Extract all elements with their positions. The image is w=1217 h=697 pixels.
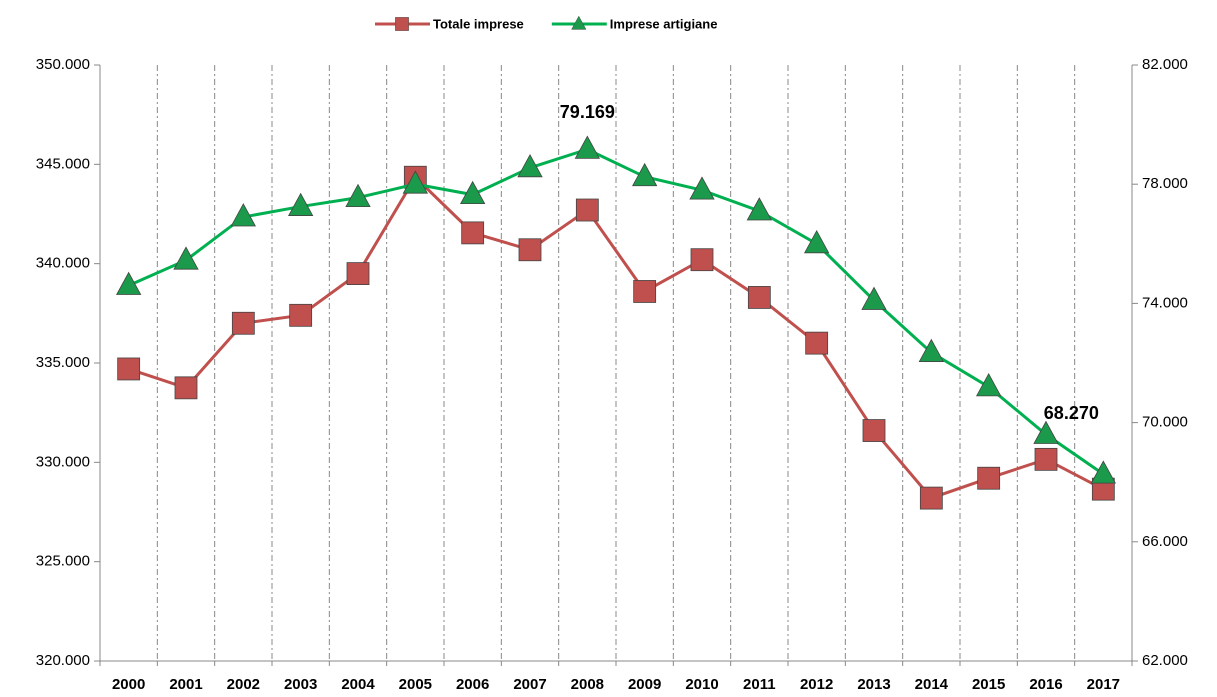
data-point	[918, 338, 945, 362]
y2-tick-label: 78.000	[1142, 175, 1188, 192]
data-point	[231, 311, 255, 335]
x-tick-label: 2008	[571, 676, 604, 693]
data-point	[517, 153, 543, 178]
data-point	[747, 286, 771, 309]
data-point	[633, 280, 657, 303]
data-point	[117, 357, 141, 381]
y-tick-label: 345.000	[36, 155, 90, 172]
y2-tick-label: 70.000	[1142, 414, 1188, 431]
x-tick-label: 2004	[341, 676, 375, 693]
y2-tick-label: 82.000	[1142, 56, 1188, 73]
data-point	[289, 303, 313, 327]
y-tick-label: 325.000	[36, 553, 90, 570]
x-tick-label: 2002	[227, 676, 260, 693]
data-point	[173, 246, 199, 270]
data-point	[803, 229, 830, 254]
legend-marker	[571, 15, 587, 30]
legend-label: Totale imprese	[433, 16, 524, 31]
data-point	[575, 198, 599, 222]
data-point	[345, 183, 371, 208]
data-point	[574, 135, 601, 159]
x-tick-label: 2010	[685, 676, 718, 693]
data-point	[287, 192, 314, 216]
y-tick-label: 330.000	[36, 453, 90, 470]
data-point	[461, 221, 485, 245]
data-point	[402, 170, 429, 194]
data-point	[631, 162, 658, 187]
y2-tick-label: 62.000	[1142, 652, 1188, 669]
x-tick-label: 2014	[915, 676, 949, 693]
data-point	[690, 248, 714, 272]
data-point	[518, 238, 542, 262]
y-tick-label: 350.000	[36, 56, 90, 73]
x-tick-label: 2013	[857, 676, 890, 693]
data-label: 68.270	[1044, 403, 1099, 423]
data-point	[1033, 420, 1059, 444]
y-tick-label: 320.000	[36, 652, 90, 669]
y-tick-label: 335.000	[36, 354, 90, 371]
legend-label: Imprese artigiane	[610, 16, 718, 31]
data-point	[805, 331, 829, 355]
y2-tick-label: 66.000	[1142, 533, 1188, 550]
data-point	[689, 176, 715, 200]
x-tick-label: 2017	[1087, 676, 1120, 693]
data-point	[862, 419, 886, 442]
data-point	[977, 466, 1001, 490]
x-tick-label: 2011	[743, 676, 776, 693]
x-tick-label: 2006	[456, 676, 489, 693]
x-tick-label: 2005	[399, 676, 432, 693]
data-point	[230, 203, 257, 227]
data-label: 79.169	[560, 102, 615, 122]
data-point	[459, 180, 486, 205]
x-tick-label: 2001	[169, 676, 202, 693]
y2-tick-label: 74.000	[1142, 294, 1188, 311]
data-point	[174, 376, 198, 400]
x-tick-label: 2015	[972, 676, 1005, 693]
data-point	[1034, 447, 1058, 471]
x-tick-label: 2016	[1029, 676, 1062, 693]
data-point	[861, 286, 887, 310]
legend-marker	[395, 17, 409, 31]
series-line	[128, 174, 1105, 500]
y-tick-label: 340.000	[36, 255, 90, 272]
data-point	[346, 262, 370, 286]
x-tick-label: 2000	[112, 676, 145, 693]
x-tick-label: 2012	[800, 676, 833, 693]
data-point	[746, 197, 773, 221]
x-tick-label: 2003	[284, 676, 317, 693]
data-point	[975, 373, 1002, 397]
x-tick-label: 2007	[513, 676, 546, 693]
x-tick-label: 2009	[628, 676, 661, 693]
data-point	[115, 271, 142, 295]
data-point	[1090, 460, 1117, 484]
data-point	[919, 486, 943, 510]
